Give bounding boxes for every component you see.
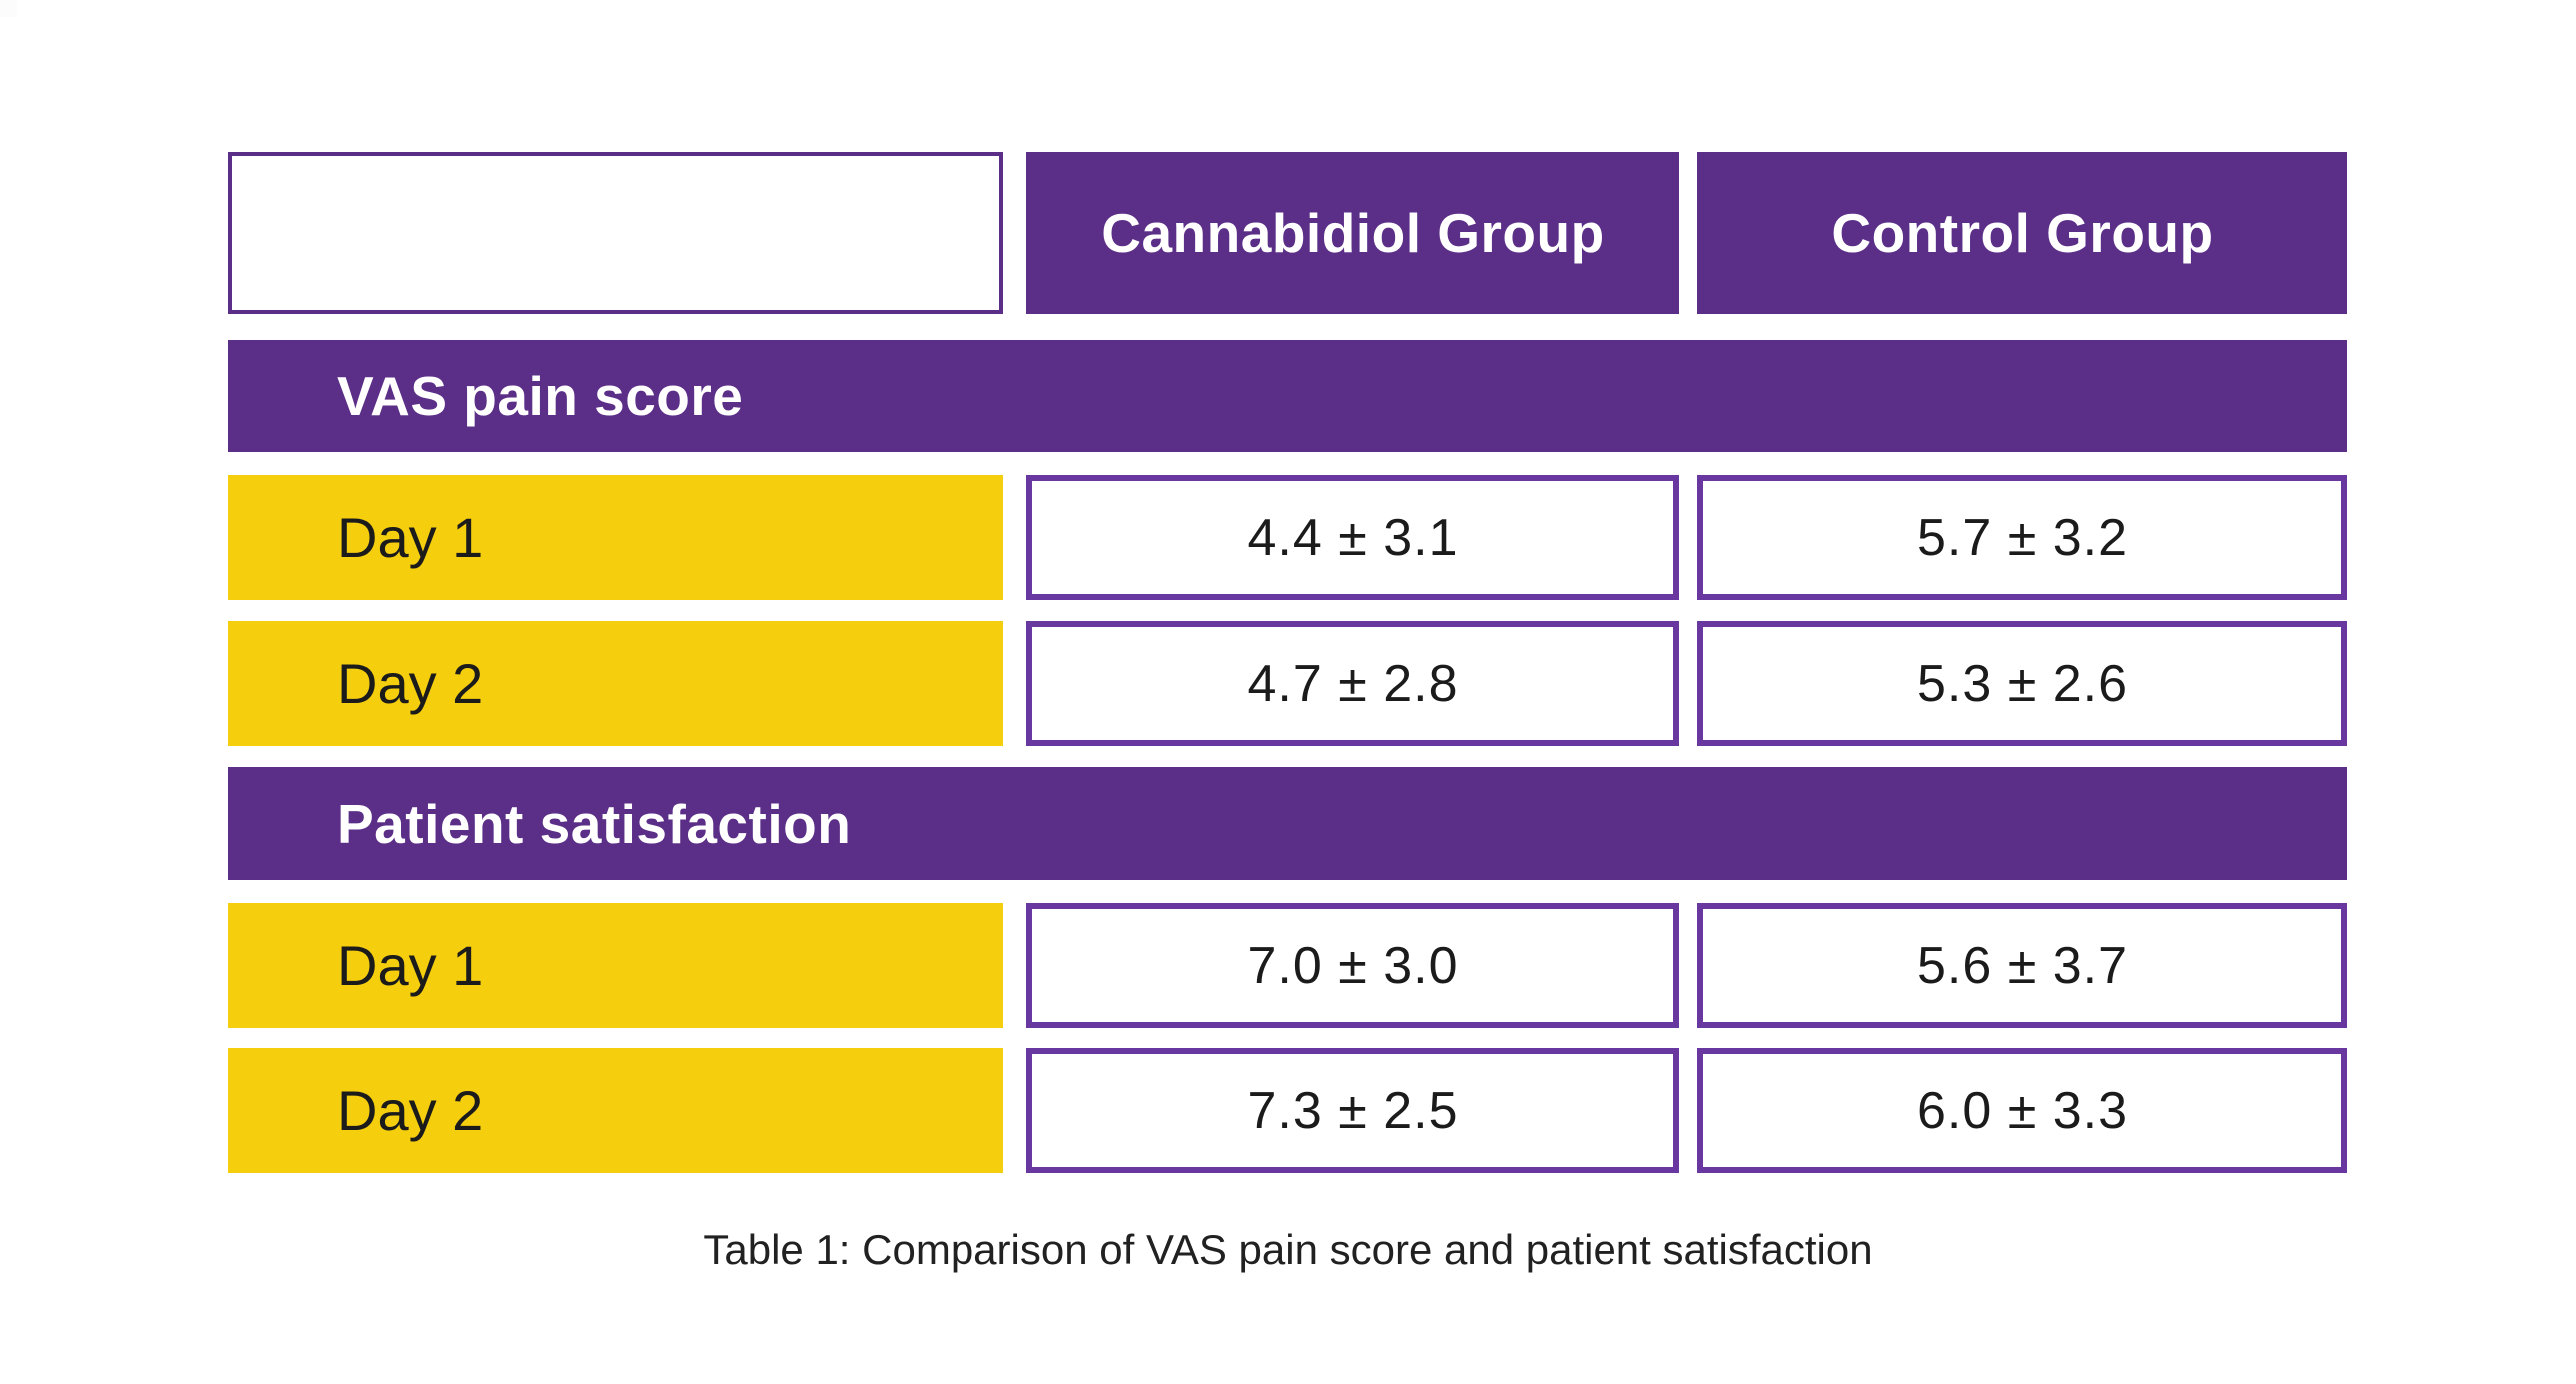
value-vas-day2-cannabidiol: 4.7 ± 2.8 xyxy=(1026,621,1679,746)
value-satisfaction-day2-control: 6.0 ± 3.3 xyxy=(1697,1048,2347,1173)
table-caption: Table 1: Comparison of VAS pain score an… xyxy=(703,1226,1873,1273)
value-vas-day2-control: 5.3 ± 2.6 xyxy=(1697,621,2347,746)
row-label-vas-day-1: Day 1 xyxy=(228,475,1003,600)
section-header-vas-pain-score: VAS pain score xyxy=(228,340,2347,452)
corner-artifact xyxy=(0,0,17,17)
section-header-patient-satisfaction: Patient satisfaction xyxy=(228,767,2347,880)
empty-header-cell xyxy=(228,152,1003,314)
comparison-table: Cannabidiol Group Control Group VAS pain… xyxy=(228,0,2347,1384)
row-label-satisfaction-day-1: Day 1 xyxy=(228,903,1003,1028)
row-label-satisfaction-day-2: Day 2 xyxy=(228,1048,1003,1173)
value-satisfaction-day1-cannabidiol: 7.0 ± 3.0 xyxy=(1026,903,1679,1028)
value-satisfaction-day1-control: 5.6 ± 3.7 xyxy=(1697,903,2347,1028)
value-vas-day1-control: 5.7 ± 3.2 xyxy=(1697,475,2347,600)
row-label-vas-day-2: Day 2 xyxy=(228,621,1003,746)
value-satisfaction-day2-cannabidiol: 7.3 ± 2.5 xyxy=(1026,1048,1679,1173)
column-header-control-group: Control Group xyxy=(1697,152,2347,314)
column-header-cannabidiol-group: Cannabidiol Group xyxy=(1026,152,1679,314)
value-vas-day1-cannabidiol: 4.4 ± 3.1 xyxy=(1026,475,1679,600)
